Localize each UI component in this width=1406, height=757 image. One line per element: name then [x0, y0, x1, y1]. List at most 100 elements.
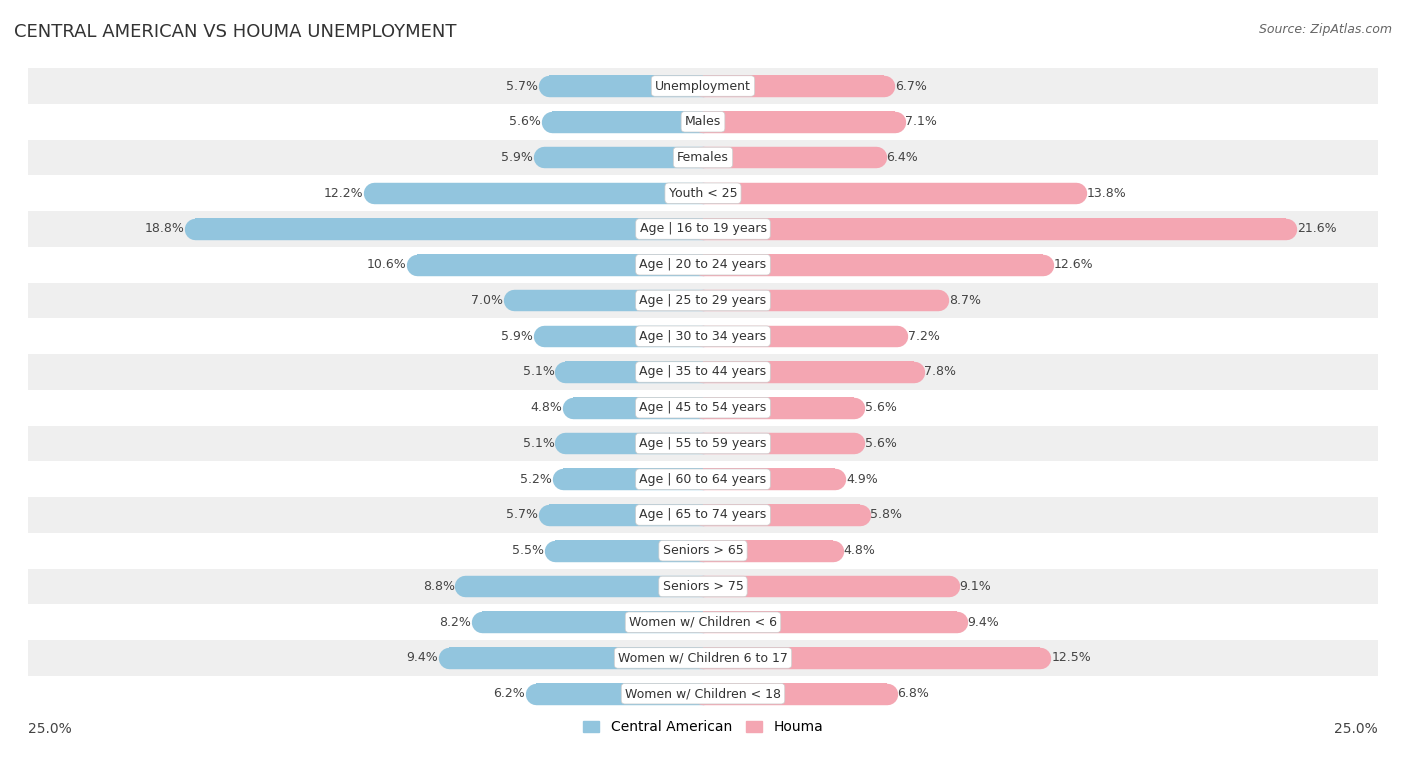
- Bar: [374, 182, 703, 204]
- Bar: [544, 147, 703, 168]
- Bar: [28, 676, 1378, 712]
- Text: 6.2%: 6.2%: [494, 687, 524, 700]
- Text: 9.4%: 9.4%: [967, 615, 1000, 629]
- Text: CENTRAL AMERICAN VS HOUMA UNEMPLOYMENT: CENTRAL AMERICAN VS HOUMA UNEMPLOYMENT: [14, 23, 457, 41]
- Bar: [703, 612, 956, 633]
- Text: Age | 55 to 59 years: Age | 55 to 59 years: [640, 437, 766, 450]
- Bar: [28, 569, 1378, 604]
- Bar: [703, 647, 1040, 668]
- Text: Women w/ Children 6 to 17: Women w/ Children 6 to 17: [619, 652, 787, 665]
- Text: 6.8%: 6.8%: [897, 687, 929, 700]
- Bar: [703, 326, 897, 347]
- Bar: [565, 361, 703, 383]
- Text: 5.7%: 5.7%: [506, 79, 538, 92]
- Bar: [28, 461, 1378, 497]
- Text: Age | 35 to 44 years: Age | 35 to 44 years: [640, 366, 766, 378]
- Text: 8.7%: 8.7%: [949, 294, 980, 307]
- Bar: [28, 139, 1378, 176]
- Bar: [703, 182, 1076, 204]
- Bar: [562, 469, 703, 490]
- Bar: [536, 683, 703, 705]
- Bar: [565, 361, 703, 383]
- Bar: [374, 182, 703, 204]
- Bar: [550, 504, 703, 525]
- Text: Age | 16 to 19 years: Age | 16 to 19 years: [640, 223, 766, 235]
- Bar: [551, 111, 703, 132]
- Text: 12.2%: 12.2%: [323, 187, 363, 200]
- Bar: [28, 176, 1378, 211]
- Bar: [574, 397, 703, 419]
- Bar: [28, 604, 1378, 640]
- Text: Youth < 25: Youth < 25: [669, 187, 737, 200]
- Bar: [703, 576, 949, 597]
- Bar: [544, 326, 703, 347]
- Text: 4.8%: 4.8%: [844, 544, 876, 557]
- Text: Age | 30 to 34 years: Age | 30 to 34 years: [640, 330, 766, 343]
- Text: 5.7%: 5.7%: [506, 509, 538, 522]
- Text: 7.1%: 7.1%: [905, 115, 938, 128]
- Text: Age | 45 to 54 years: Age | 45 to 54 years: [640, 401, 766, 414]
- Text: Age | 65 to 74 years: Age | 65 to 74 years: [640, 509, 766, 522]
- Bar: [28, 104, 1378, 139]
- Bar: [450, 647, 703, 668]
- Bar: [195, 218, 703, 240]
- Bar: [544, 326, 703, 347]
- Text: 8.8%: 8.8%: [423, 580, 454, 593]
- Text: 5.6%: 5.6%: [865, 401, 897, 414]
- Text: 7.8%: 7.8%: [924, 366, 956, 378]
- Text: Age | 20 to 24 years: Age | 20 to 24 years: [640, 258, 766, 271]
- Bar: [416, 254, 703, 276]
- Bar: [554, 540, 703, 562]
- Bar: [703, 361, 914, 383]
- Bar: [554, 540, 703, 562]
- Bar: [562, 469, 703, 490]
- Bar: [28, 640, 1378, 676]
- Bar: [482, 612, 703, 633]
- Text: Unemployment: Unemployment: [655, 79, 751, 92]
- Bar: [565, 433, 703, 454]
- Text: 5.6%: 5.6%: [865, 437, 897, 450]
- Text: 7.0%: 7.0%: [471, 294, 503, 307]
- Bar: [465, 576, 703, 597]
- Text: 6.7%: 6.7%: [894, 79, 927, 92]
- Bar: [28, 282, 1378, 319]
- Bar: [550, 504, 703, 525]
- Bar: [703, 397, 855, 419]
- Bar: [703, 254, 1043, 276]
- Text: Females: Females: [678, 151, 728, 164]
- Bar: [703, 218, 1286, 240]
- Text: 9.4%: 9.4%: [406, 652, 439, 665]
- Bar: [550, 75, 703, 97]
- Bar: [195, 218, 703, 240]
- Bar: [28, 390, 1378, 425]
- Bar: [703, 540, 832, 562]
- Text: 4.9%: 4.9%: [846, 472, 877, 486]
- Text: 12.5%: 12.5%: [1052, 652, 1091, 665]
- Bar: [482, 612, 703, 633]
- Bar: [703, 75, 884, 97]
- Text: 10.6%: 10.6%: [367, 258, 406, 271]
- Bar: [551, 111, 703, 132]
- Bar: [703, 111, 894, 132]
- Text: 5.1%: 5.1%: [523, 366, 554, 378]
- Text: 8.2%: 8.2%: [439, 615, 471, 629]
- Text: 5.2%: 5.2%: [520, 472, 551, 486]
- Bar: [28, 497, 1378, 533]
- Bar: [703, 147, 876, 168]
- Bar: [565, 433, 703, 454]
- Bar: [28, 533, 1378, 569]
- Bar: [536, 683, 703, 705]
- Text: 5.8%: 5.8%: [870, 509, 903, 522]
- Text: 13.8%: 13.8%: [1087, 187, 1126, 200]
- Text: Seniors > 65: Seniors > 65: [662, 544, 744, 557]
- Text: Age | 25 to 29 years: Age | 25 to 29 years: [640, 294, 766, 307]
- Bar: [574, 397, 703, 419]
- Bar: [28, 68, 1378, 104]
- Text: 12.6%: 12.6%: [1054, 258, 1094, 271]
- Legend: Central American, Houma: Central American, Houma: [578, 715, 828, 740]
- Bar: [703, 433, 855, 454]
- Bar: [515, 290, 703, 311]
- Bar: [450, 647, 703, 668]
- Text: Women w/ Children < 6: Women w/ Children < 6: [628, 615, 778, 629]
- Bar: [703, 683, 887, 705]
